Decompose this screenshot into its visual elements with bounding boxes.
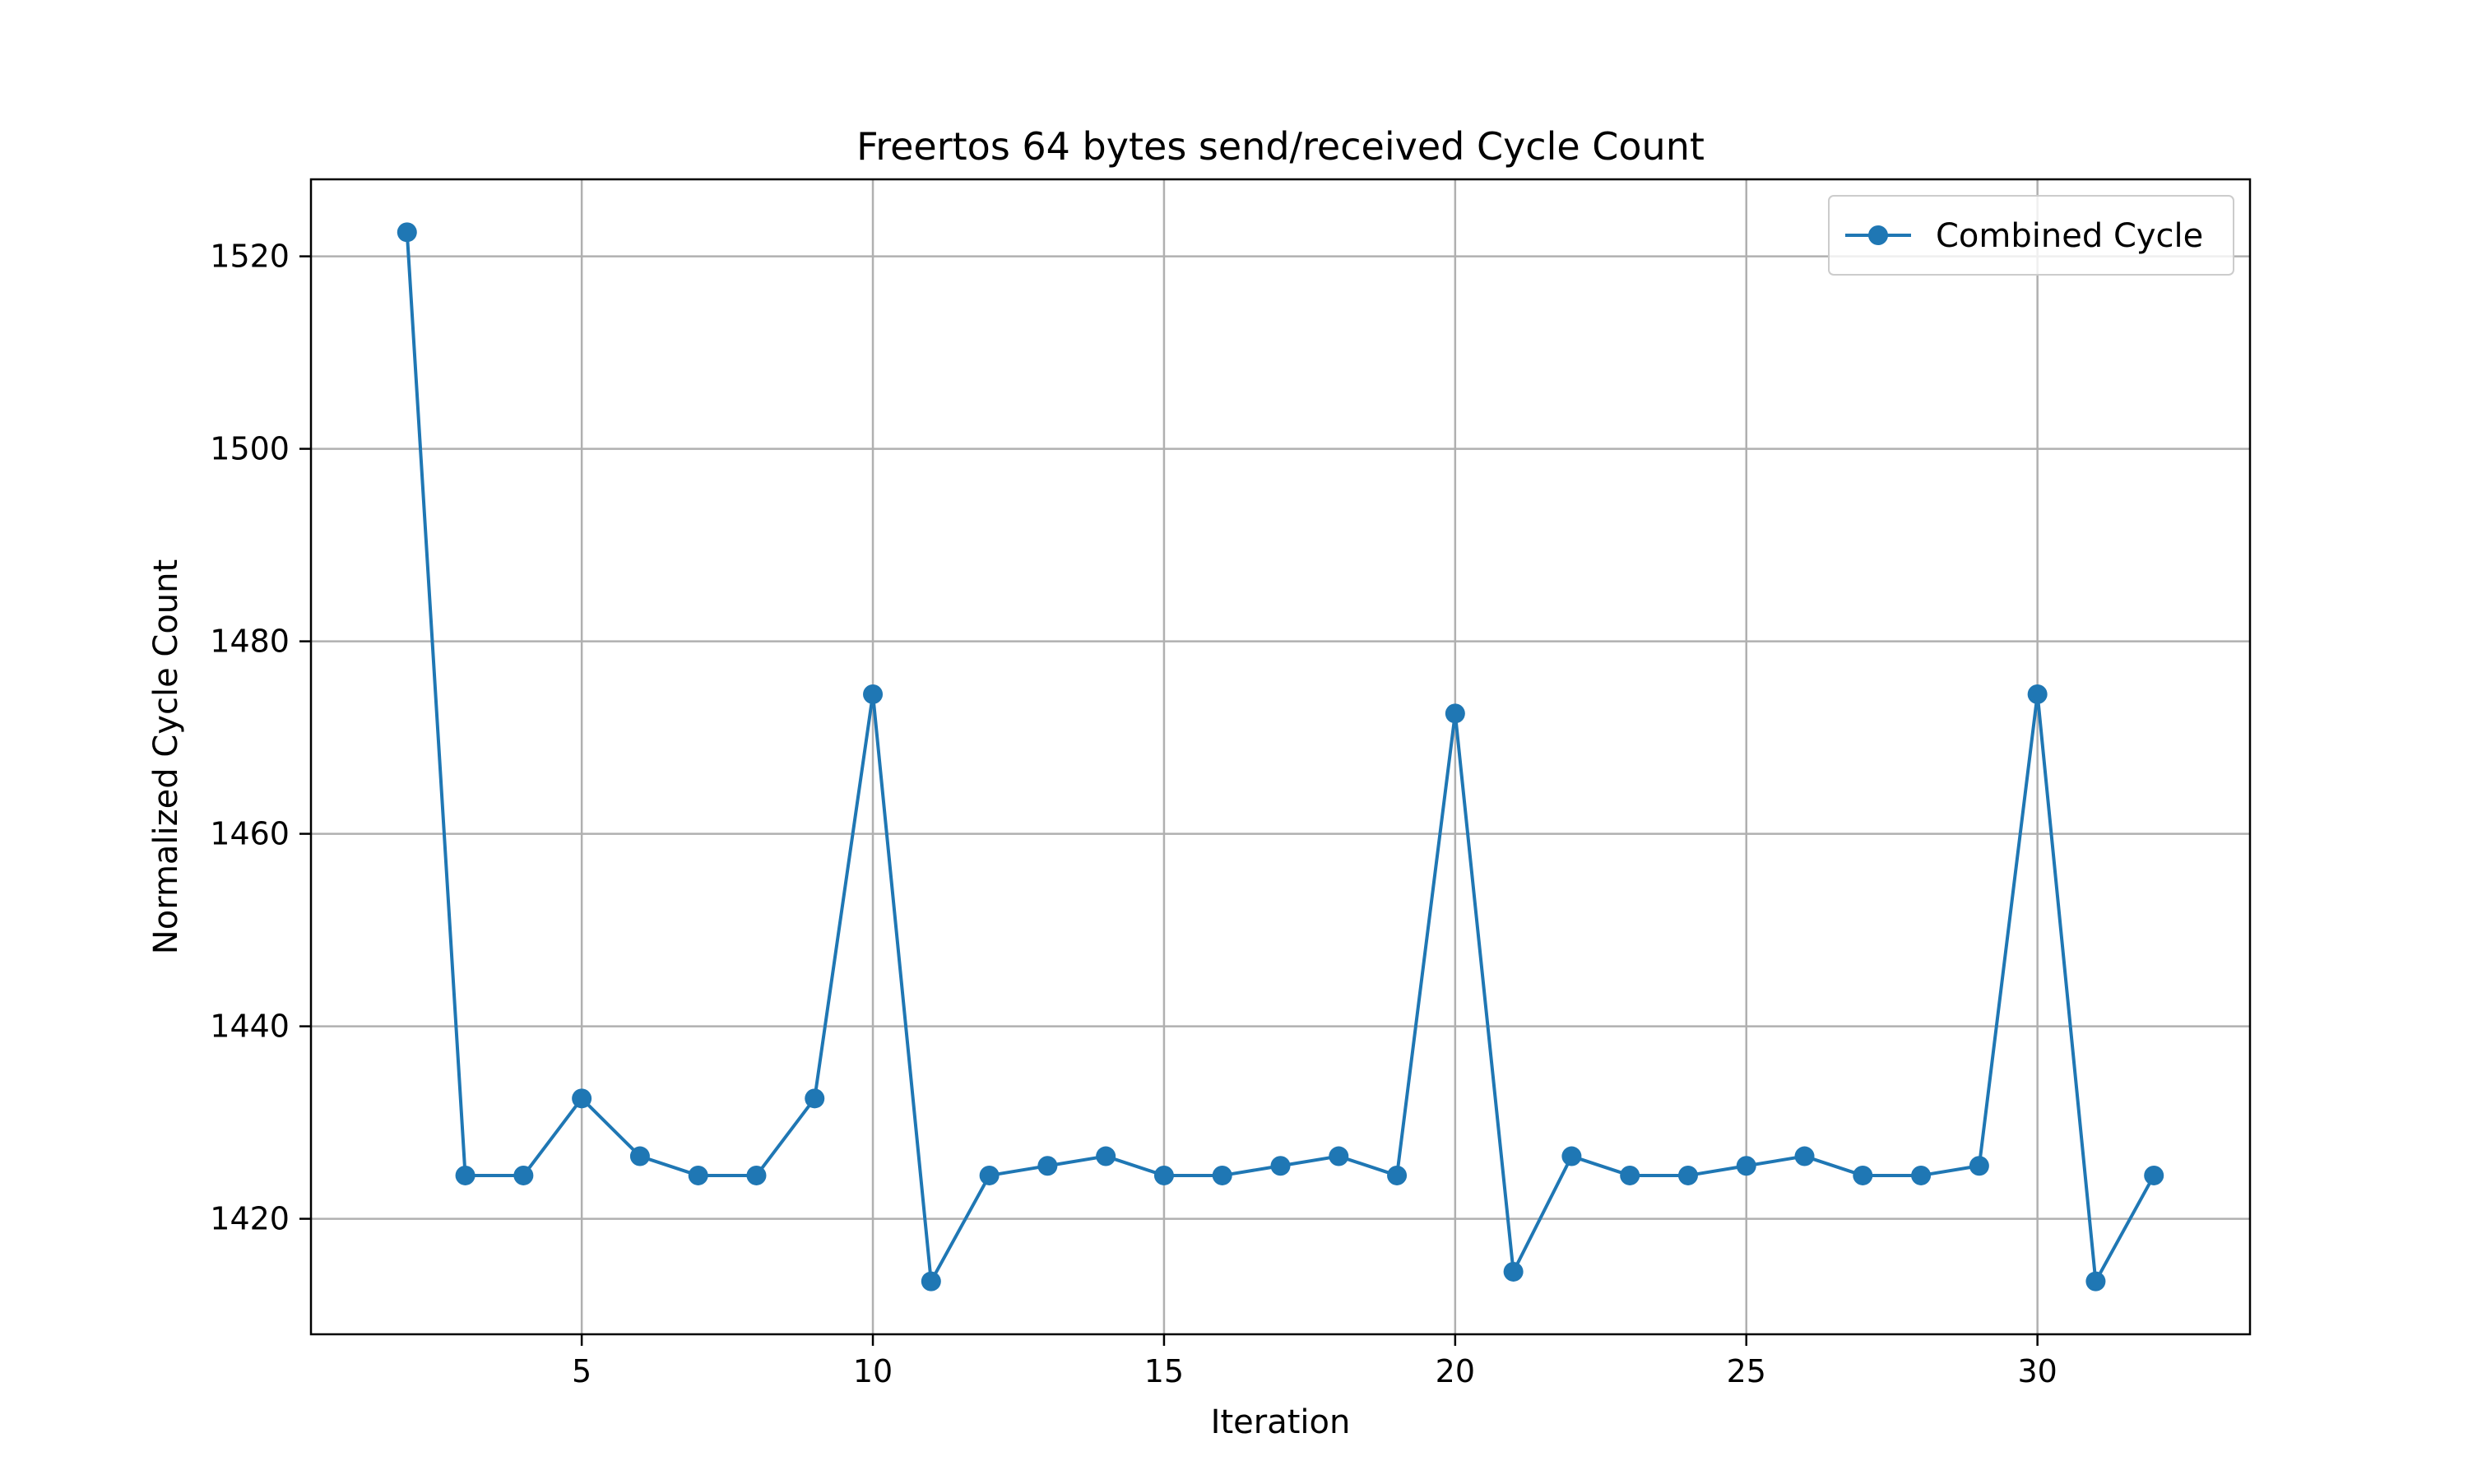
- data-point: [1911, 1165, 1932, 1185]
- legend-box: [1828, 195, 2234, 276]
- x-tick-label: 30: [2017, 1353, 2057, 1389]
- data-point: [863, 684, 884, 704]
- data-point: [1969, 1156, 1989, 1176]
- x-tick-label: 20: [1436, 1353, 1475, 1389]
- data-point: [572, 1088, 592, 1109]
- data-point: [1620, 1165, 1640, 1185]
- y-axis-label: Normalized Cycle Count: [147, 559, 185, 954]
- data-point: [513, 1165, 534, 1185]
- y-tick-label: 1480: [210, 624, 290, 660]
- data-point: [2085, 1271, 2106, 1292]
- data-point: [979, 1165, 1000, 1185]
- data-point: [1329, 1146, 1349, 1166]
- x-tick-label: 5: [572, 1353, 591, 1389]
- chart-title: Freertos 64 bytes send/received Cycle Co…: [856, 124, 1705, 169]
- series-layer: [397, 222, 2164, 1292]
- data-point: [1445, 703, 1465, 724]
- grid: [311, 179, 2250, 1334]
- data-point: [688, 1165, 708, 1185]
- data-point: [1677, 1165, 1698, 1185]
- data-point: [1561, 1146, 1582, 1166]
- y-tick-label: 1420: [210, 1201, 290, 1237]
- legend-series-marker: [1868, 225, 1888, 245]
- data-point: [1387, 1165, 1408, 1185]
- data-point: [2144, 1165, 2164, 1185]
- x-tick-label: 10: [853, 1353, 893, 1389]
- data-point: [2027, 684, 2048, 704]
- x-tick-label: 15: [1144, 1353, 1184, 1389]
- data-point: [921, 1271, 941, 1292]
- x-tick-label: 25: [1727, 1353, 1766, 1389]
- data-point: [1212, 1165, 1232, 1185]
- data-point: [1794, 1146, 1815, 1166]
- legend-series-label: Combined Cycle: [1936, 217, 2203, 255]
- data-point: [1096, 1146, 1116, 1166]
- data-point: [397, 222, 417, 243]
- y-tick-label: 1440: [210, 1009, 290, 1045]
- plot-frame: [309, 178, 2252, 1336]
- data-point: [1503, 1261, 1524, 1282]
- y-tick-label: 1520: [210, 239, 290, 275]
- legend: Combined Cycle: [1828, 195, 2234, 276]
- data-point: [629, 1146, 650, 1166]
- data-point: [746, 1165, 767, 1185]
- y-tick-label: 1460: [210, 816, 290, 852]
- y-tick-label: 1500: [210, 431, 290, 467]
- data-point: [1153, 1165, 1174, 1185]
- data-point: [1037, 1156, 1058, 1176]
- data-point: [455, 1165, 476, 1185]
- x-axis-label: Iteration: [1211, 1403, 1351, 1441]
- data-point: [1736, 1156, 1756, 1176]
- data-point: [805, 1088, 825, 1109]
- data-point: [1270, 1156, 1291, 1176]
- data-point: [1853, 1165, 1873, 1185]
